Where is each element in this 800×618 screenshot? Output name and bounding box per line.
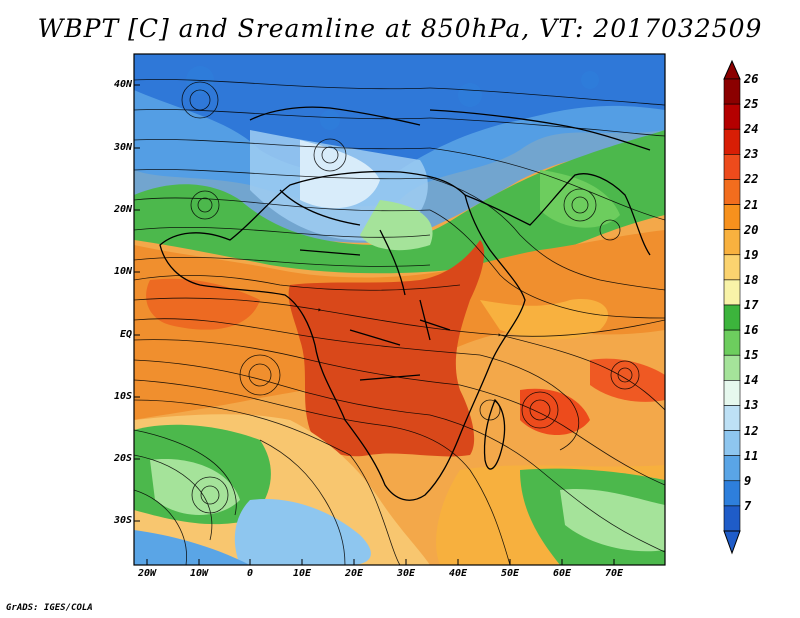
lon-label: 50E <box>500 568 520 579</box>
colorbar-label: 22 <box>744 172 759 187</box>
colorbar-label: 15 <box>744 348 759 363</box>
colorbar-label: 23 <box>744 147 759 162</box>
colorbar-swatch <box>723 505 741 532</box>
colorbar <box>723 59 741 555</box>
colorbar-label: 21 <box>744 197 759 212</box>
lon-label: 60E <box>552 568 572 579</box>
colorbar-swatch <box>723 304 741 331</box>
lon-label: 0 <box>246 568 254 579</box>
lat-label: 10S <box>113 391 132 402</box>
colorbar-swatch <box>723 103 741 130</box>
lon-label: 30E <box>396 568 416 579</box>
map-title: WBPT [C] and Sreamline at 850hPa, VT: 20… <box>37 14 763 43</box>
colorbar-label: 26 <box>744 72 759 86</box>
lat-label: 40N <box>113 79 132 90</box>
colorbar-label: 20 <box>744 222 759 237</box>
lon-label: 10E <box>292 568 312 579</box>
colorbar-label: 7 <box>744 498 752 513</box>
colorbar-label: 12 <box>744 423 759 438</box>
colorbar-swatch <box>723 405 741 431</box>
colorbar-swatch <box>723 455 741 482</box>
colorbar-label: 14 <box>744 373 759 388</box>
colorbar-swatch <box>723 128 741 155</box>
colorbar-label: 25 <box>744 97 759 112</box>
colorbar-swatch <box>723 78 741 105</box>
colorbar-top-arrow <box>723 59 741 80</box>
colorbar-swatch <box>723 254 741 281</box>
grads-footer: GrADS: IGES/COLA <box>6 603 93 613</box>
colorbar-label: 18 <box>744 272 759 287</box>
colorbar-label: 11 <box>744 448 759 463</box>
lat-label: 20S <box>113 453 132 464</box>
lat-label: 10N <box>113 266 132 277</box>
colorbar-label: 13 <box>744 398 759 413</box>
lon-label: 40E <box>448 568 468 579</box>
colorbar-swatch <box>723 430 741 456</box>
lat-label: 20N <box>113 204 132 215</box>
lat-label: EQ <box>119 329 132 340</box>
lon-label: 20E <box>344 568 364 579</box>
colorbar-swatch <box>723 329 741 356</box>
colorbar-label: 24 <box>744 122 759 137</box>
colorbar-label: 19 <box>744 247 759 262</box>
lon-label: 70E <box>604 568 624 579</box>
colorbar-swatch <box>723 354 741 381</box>
colorbar-swatch <box>723 179 741 205</box>
colorbar-swatch <box>723 229 741 256</box>
colorbar-bottom-arrow <box>723 530 741 555</box>
colorbar-swatch <box>723 154 741 180</box>
coastlines <box>159 106 651 501</box>
lon-label: 20W <box>137 568 157 579</box>
colorbar-swatch <box>723 480 741 507</box>
colorbar-label: 17 <box>744 298 759 312</box>
map-frame <box>133 53 666 566</box>
streamlines <box>134 79 665 565</box>
colorbar-swatch <box>723 279 741 306</box>
colorbar-swatch <box>723 380 741 406</box>
axis-ticks <box>134 84 615 565</box>
colorbar-label: 16 <box>744 323 759 338</box>
lon-label: 10W <box>189 568 209 579</box>
lat-label: 30S <box>113 515 132 526</box>
colorbar-swatch <box>723 204 741 230</box>
lat-label: 30N <box>113 142 132 153</box>
colorbar-label: 9 <box>744 473 752 488</box>
